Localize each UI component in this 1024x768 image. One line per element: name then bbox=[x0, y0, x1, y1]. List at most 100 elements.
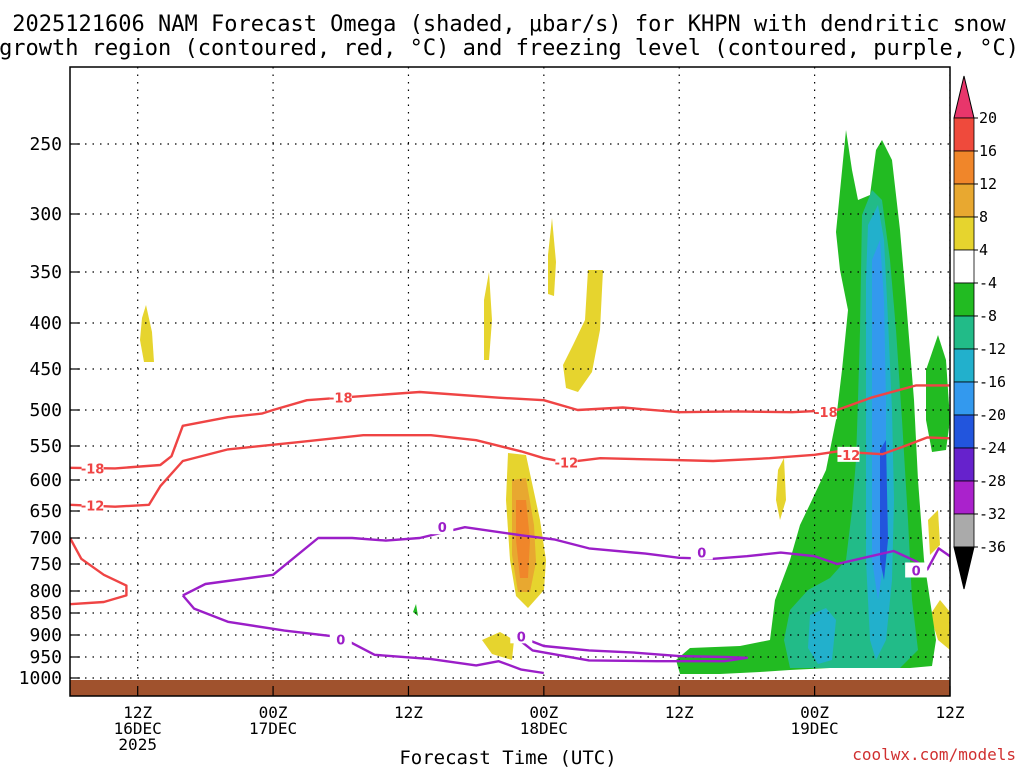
y-tick-label: 800 bbox=[29, 581, 62, 602]
omega-shading bbox=[140, 130, 950, 674]
y-tick-label: 550 bbox=[29, 436, 62, 457]
y-tick-label: 450 bbox=[29, 359, 62, 380]
colorbar: 20 16 12 8 4 -4 -8 -12 -16 -20 -24 -28 -32 -36 bbox=[953, 75, 1006, 590]
colorbar-label: -20 bbox=[979, 406, 1006, 424]
colorbar-segment bbox=[953, 183, 975, 218]
contour-label-bg bbox=[81, 460, 104, 476]
x-tick-label: 12Z bbox=[936, 703, 965, 722]
contour-label-bg bbox=[510, 628, 533, 644]
omega-patch-green bbox=[926, 335, 950, 452]
contour-label-bg bbox=[837, 446, 860, 462]
colorbar-label: -8 bbox=[979, 307, 997, 325]
colorbar-segment bbox=[953, 348, 975, 383]
contour-label: -12 bbox=[81, 499, 105, 514]
omega-patch-yellow bbox=[928, 510, 940, 555]
contour-label-bg bbox=[329, 389, 352, 405]
colorbar-segment bbox=[953, 381, 975, 416]
y-tick-label: 650 bbox=[29, 501, 62, 522]
colorbar-label: 8 bbox=[979, 208, 988, 226]
omega-patch-yellow bbox=[482, 632, 514, 660]
colorbar-label: -24 bbox=[979, 439, 1006, 457]
x-tick-label: 00Z bbox=[800, 703, 829, 722]
y-tick-label: 750 bbox=[29, 554, 62, 575]
omega-patch-yellow bbox=[484, 272, 492, 360]
x-tick-label: 19DEC bbox=[791, 719, 839, 738]
colorbar-segment bbox=[953, 315, 975, 350]
omega-patch-deepblue bbox=[880, 440, 888, 580]
x-tick-label: 00Z bbox=[529, 703, 558, 722]
contour-label: 0 bbox=[912, 564, 921, 579]
colorbar-segment bbox=[953, 216, 975, 251]
chart-title-line1: 2025121606 NAM Forecast Omega (shaded, μ… bbox=[12, 12, 1006, 37]
colorbar-label: -36 bbox=[979, 538, 1006, 556]
colorbar-bottom-arrow bbox=[953, 546, 975, 590]
omega-patch-yellow bbox=[140, 305, 154, 362]
colorbar-label: 12 bbox=[979, 175, 997, 193]
colorbar-label: -16 bbox=[979, 373, 1006, 391]
contour-label-bg bbox=[905, 562, 928, 578]
contour-label-bg bbox=[555, 454, 578, 470]
x-tick-label: 12Z bbox=[665, 703, 694, 722]
contour-label-bg bbox=[431, 519, 454, 535]
contour-line bbox=[520, 636, 749, 663]
colorbar-segment bbox=[953, 447, 975, 482]
contour-label: 0 bbox=[438, 521, 447, 536]
y-tick-label: 600 bbox=[29, 470, 62, 491]
contour-label: -18 bbox=[814, 406, 838, 421]
colorbar-top-arrow bbox=[953, 75, 975, 119]
x-tick-label: 18DEC bbox=[520, 719, 568, 738]
y-tick-label: 300 bbox=[29, 204, 62, 225]
colorbar-label: 16 bbox=[979, 142, 997, 160]
contour-label-bg bbox=[814, 404, 837, 420]
contour-label-bg bbox=[329, 631, 352, 647]
contour-label: -18 bbox=[329, 392, 353, 407]
colorbar-segment bbox=[953, 414, 975, 449]
omega-patch-yellow bbox=[776, 458, 786, 520]
contour-label: -18 bbox=[81, 462, 105, 477]
colorbar-label: -4 bbox=[979, 274, 997, 292]
y-tick-label: 850 bbox=[29, 603, 62, 624]
contour-label: -12 bbox=[555, 456, 579, 471]
y-axis: 2503003504004505005506006507007508008509… bbox=[19, 134, 80, 689]
x-axis-title: Forecast Time (UTC) bbox=[399, 747, 616, 768]
x-tick-label: 16DEC bbox=[114, 719, 162, 738]
contour-line bbox=[70, 537, 128, 606]
contour-label: 0 bbox=[517, 630, 526, 645]
y-tick-label: 1000 bbox=[19, 668, 62, 689]
chart-title-line2: growth region (contoured, red, °C) and f… bbox=[0, 36, 1019, 61]
omega-patch-orange bbox=[516, 500, 530, 578]
contour-label: 0 bbox=[336, 633, 345, 648]
omega-patch-yellow bbox=[930, 600, 950, 650]
contours: -18 -18 -18 -12 -12 -12 0 0 0 0 0 bbox=[70, 384, 950, 675]
omega-patch-green bbox=[413, 604, 418, 616]
colorbar-segment bbox=[953, 117, 975, 152]
colorbar-segment bbox=[953, 480, 975, 515]
colorbar-segment bbox=[953, 513, 975, 548]
contour-line bbox=[181, 594, 544, 675]
plot-area: -18 -18 -18 -12 -12 -12 0 0 0 0 0 bbox=[70, 67, 950, 696]
y-tick-label: 400 bbox=[29, 313, 62, 334]
y-tick-label: 700 bbox=[29, 528, 62, 549]
omega-patch-yellow bbox=[548, 218, 556, 296]
colorbar-label: -12 bbox=[979, 340, 1006, 358]
contour-line bbox=[70, 384, 950, 470]
contour-label-bg bbox=[690, 544, 713, 560]
contour-label: 0 bbox=[697, 547, 706, 562]
y-tick-label: 900 bbox=[29, 625, 62, 646]
y-tick-label: 950 bbox=[29, 647, 62, 668]
y-tick-label: 250 bbox=[29, 134, 62, 155]
x-tick-label: 12Z bbox=[123, 703, 152, 722]
x-tick-label: 12Z bbox=[394, 703, 423, 722]
colorbar-label: -28 bbox=[979, 472, 1006, 490]
omega-patch-yellow bbox=[563, 270, 603, 392]
colorbar-segment bbox=[953, 249, 975, 284]
colorbar-label: -32 bbox=[979, 505, 1006, 523]
x-tick-label: 00Z bbox=[259, 703, 288, 722]
colorbar-label: 20 bbox=[979, 109, 997, 127]
x-tick-label: 17DEC bbox=[249, 719, 297, 738]
colorbar-segment bbox=[953, 282, 975, 317]
colorbar-label: 4 bbox=[979, 241, 988, 259]
x-tick-label: 2025 bbox=[118, 735, 157, 754]
